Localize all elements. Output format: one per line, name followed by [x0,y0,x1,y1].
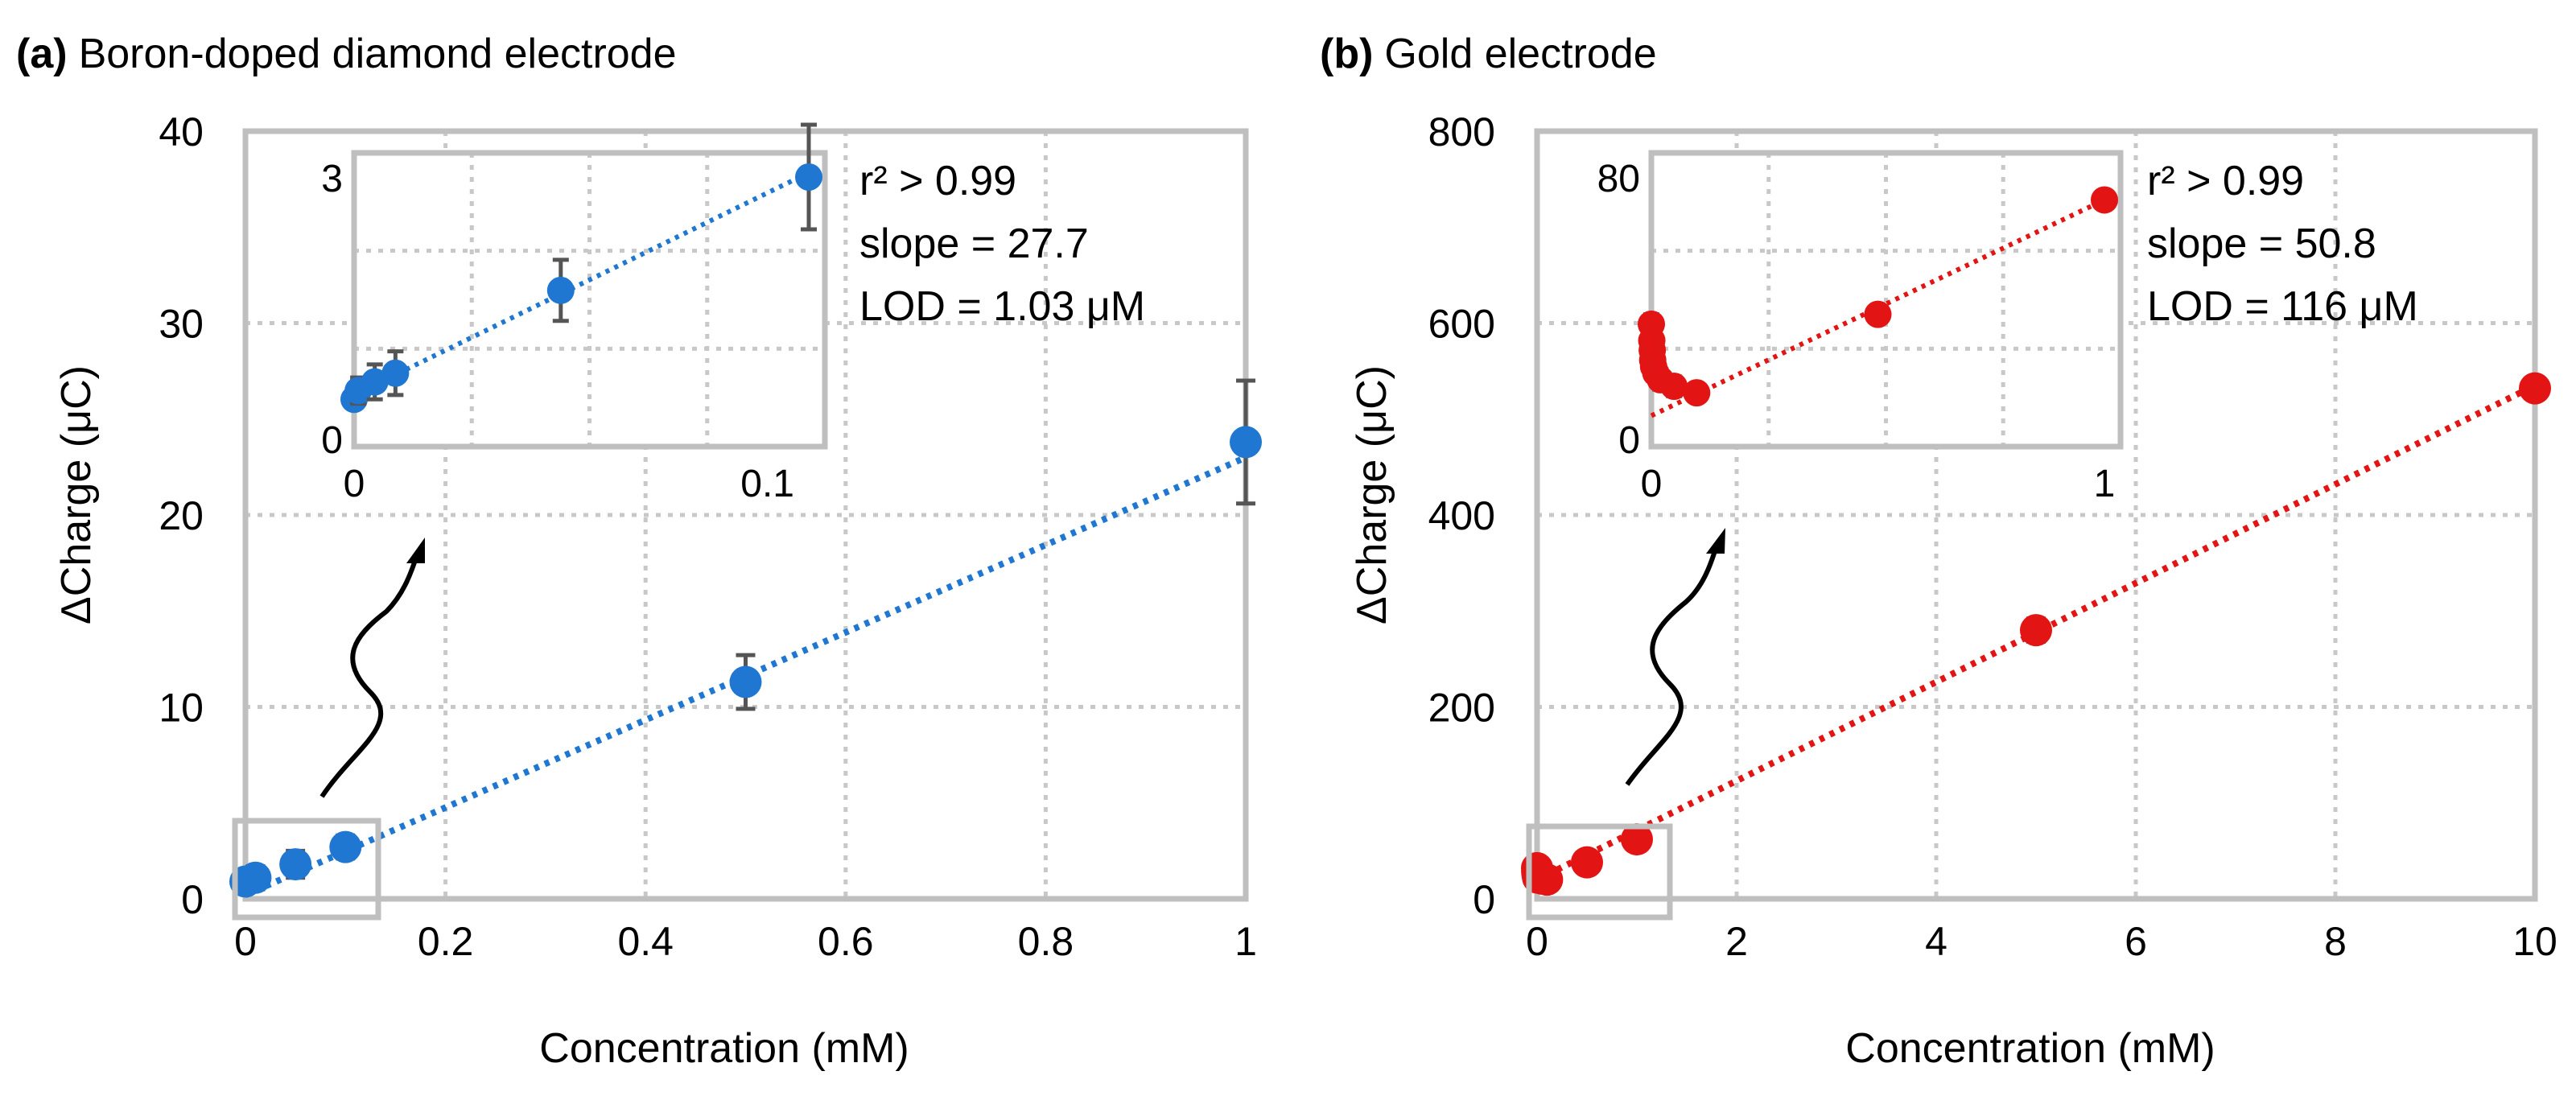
panel-a-data-point [239,861,272,894]
panel-b-title: (b) Gold electrode [1320,31,1657,77]
panel-b-data-point [1571,846,1603,879]
panel-b-inset-border [1648,150,2124,450]
panel-a-inset-data-point [546,276,575,304]
panel-b-inset-data-point [1660,373,1688,400]
panel-b-inset-ytick-label: 80 [1597,158,1640,200]
panel-a-ytick-label: 30 [159,302,204,347]
panel-a-xtick-label: 0.2 [418,919,474,964]
panel-a-ytick-label: 20 [159,493,204,538]
panel-b-r2: r² > 0.99 [2147,158,2304,204]
panel-b-zoom-box [1526,823,1673,921]
panel-b-ytick-label: 800 [1428,109,1495,154]
panel-b-title-text: Gold electrode [1384,31,1656,77]
panel-a-letter: (a) [16,31,68,77]
panel-b-inset-fit-line [1650,197,2106,418]
panel-a-data-point [279,848,312,881]
panel-a-zoom-box [232,818,381,921]
panel-b-xtick-label: 2 [1725,919,1748,964]
panel-b-inset-data-point [1683,379,1711,407]
panel-b-data-point [1531,863,1564,896]
panel-a-inset-xtick-label: 0 [344,463,365,505]
panel-a-inset-border [351,150,828,450]
panel-b-xlabel: Concentration (mM) [1845,1025,2215,1072]
panel-b-inset-data-point [1864,300,1892,328]
panel-a-inset-data-point [361,368,389,396]
panel-b-data-point [2519,372,2551,405]
panel-b-xtick-label: 8 [2324,919,2347,964]
panel-a-inset-data-point [381,359,410,387]
panel-a-ylabel: ΔCharge (μC) [53,365,100,624]
panel-a-ytick-label: 10 [159,686,204,731]
panel-a-inset-fit-line [352,170,810,398]
panel-b-slope: slope = 50.8 [2147,220,2376,267]
panel-a-xlabel: Concentration (mM) [539,1025,909,1072]
panel-b-data-point [1621,823,1653,856]
panel-a-slope: slope = 27.7 [859,220,1089,267]
panel-b-xtick-label: 0 [1526,919,1548,964]
panel-b-stats: r² > 0.99 slope = 50.8 LOD = 116 μM [2147,158,2418,330]
panel-a-xtick-label: 0 [234,919,257,964]
panel-a-inset-data-point [795,163,822,191]
panel-b-ylabel: ΔCharge (μC) [1349,365,1395,624]
panel-b-ytick-label: 400 [1428,493,1495,538]
panel-a-xtick-label: 0.4 [617,919,674,964]
panel-b-ytick-label: 200 [1428,686,1495,731]
panel-a-stats: r² > 0.99 slope = 27.7 LOD = 1.03 μM [859,158,1145,330]
panel-a-plot-frame [242,128,1249,902]
panel-a-zoom-arrow [319,538,425,798]
panel-a-r2: r² > 0.99 [859,158,1016,204]
panel-b-letter: (b) [1320,31,1373,77]
panel-a-data-point [729,665,762,698]
panel-a-xtick-label: 0.8 [1018,919,1074,964]
panel-b-xtick-label: 10 [2512,919,2557,964]
panel-a-inset-ytick-label: 3 [321,158,343,200]
panel-b-inset-data-point [2091,186,2118,214]
panel-b-inset-ytick-label: 0 [1618,419,1640,462]
panel-a-fit-line [244,454,1247,898]
panel-a-ytick-label: 40 [159,109,204,154]
panel-b-zoom-arrow [1625,528,1725,786]
panel-a-ytick-label: 0 [181,877,204,922]
panel-a-title: (a) Boron-doped diamond electrode [16,31,677,77]
panel-a-data-point [329,830,362,863]
panel-b-inset-xtick-label: 0 [1641,463,1663,505]
panel-a-lod: LOD = 1.03 μM [859,283,1145,330]
panel-a-xtick-label: 1 [1234,919,1257,964]
panel-b-xtick-label: 4 [1925,919,1947,964]
panel-a-xtick-label: 0.6 [818,919,874,964]
panel-b-ytick-label: 0 [1473,877,1495,922]
panel-b-ytick-label: 600 [1428,302,1495,347]
panel-a-title-text: Boron-doped diamond electrode [79,31,677,77]
panel-a-inset-ytick-label: 0 [321,419,343,462]
panel-b-inset-xtick-label: 1 [2094,463,2116,505]
panel-b-xtick-label: 6 [2125,919,2147,964]
panel-b-data-point [2020,614,2052,647]
panel-b-plot-frame [1534,128,2538,902]
panel-a-data-point [1230,426,1262,459]
panel-b-lod: LOD = 116 μM [2147,283,2418,330]
panel-a-inset-xtick-label: 0.1 [740,463,794,505]
